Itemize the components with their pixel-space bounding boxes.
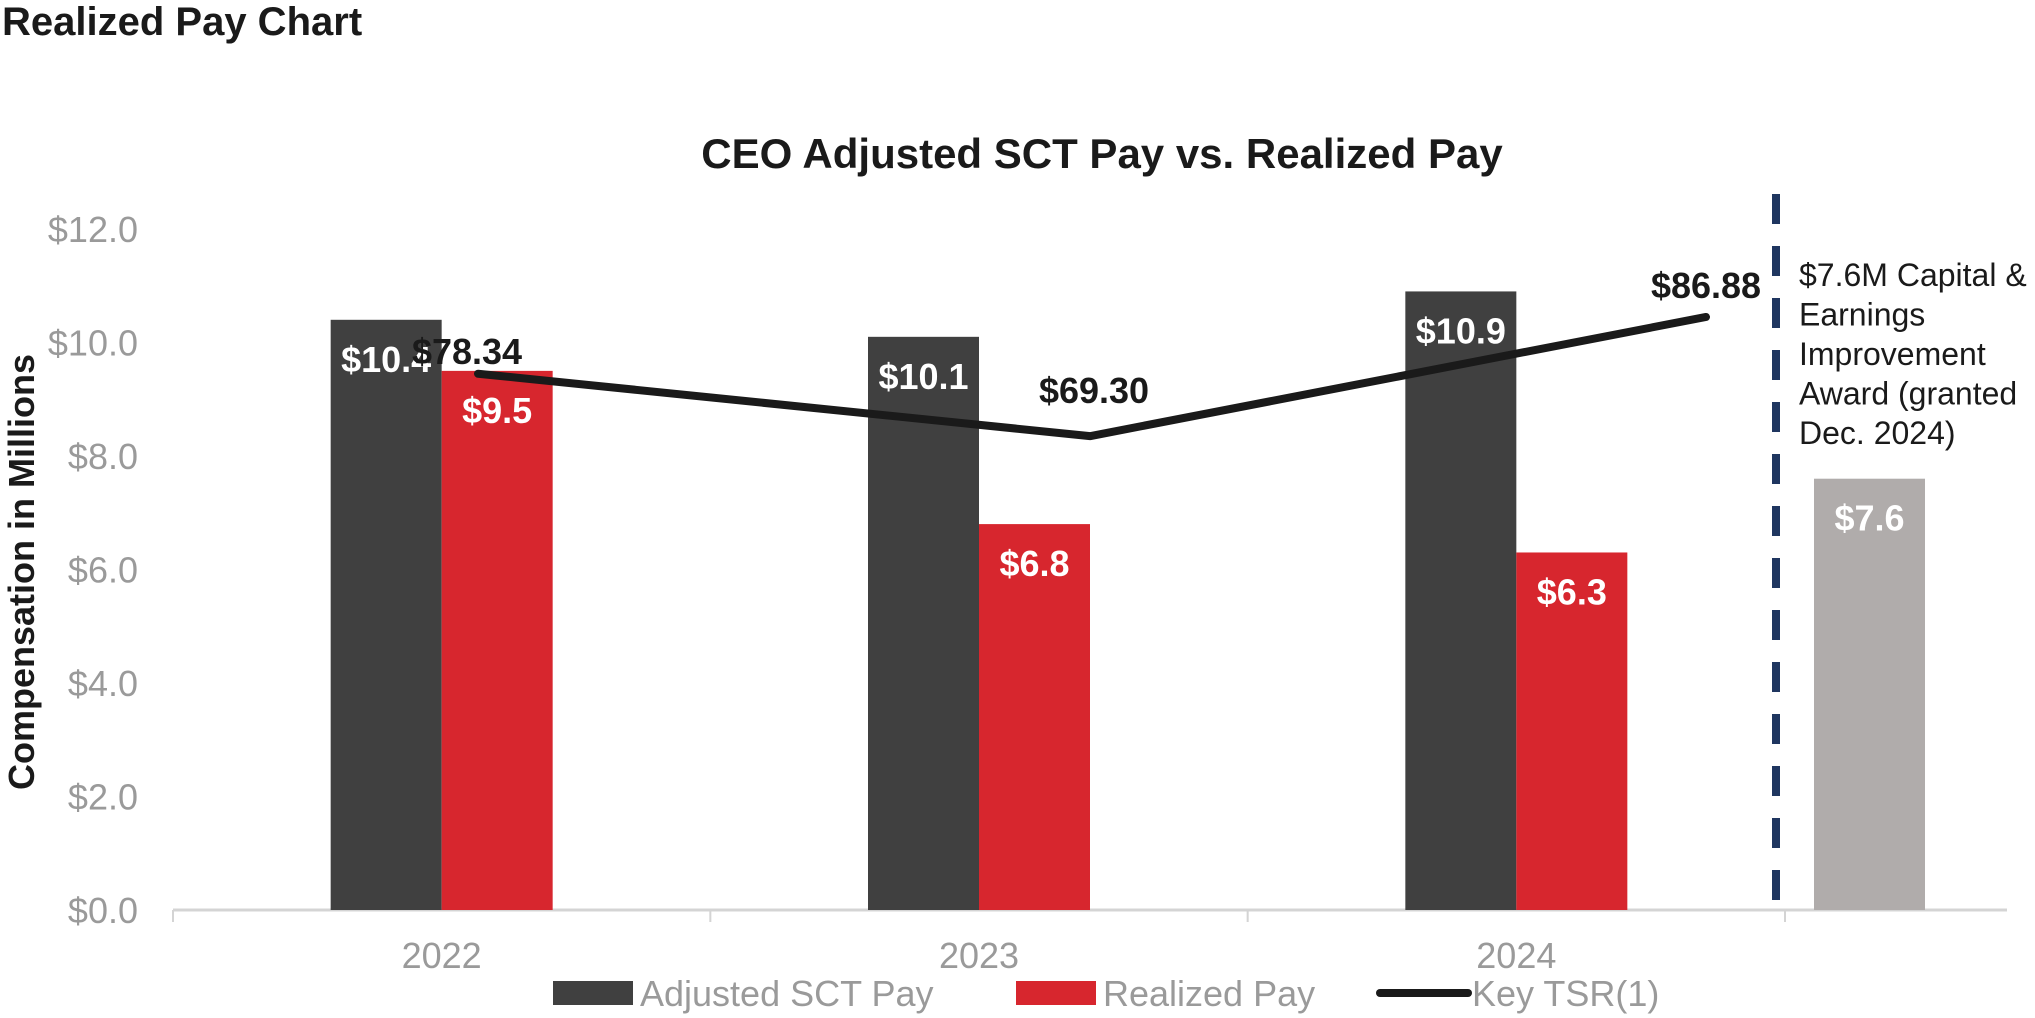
- y-tick-label: $0.0: [68, 890, 138, 931]
- x-axis: 2022 2023 2024: [172, 908, 2007, 976]
- tsr-value-label: $78.34: [412, 331, 522, 372]
- bar-value-label: $9.5: [462, 390, 532, 431]
- y-axis-label: Compensation in Millions: [1, 354, 42, 790]
- y-tick-label: $8.0: [68, 436, 138, 477]
- y-tick-label: $2.0: [68, 777, 138, 818]
- award-bar: [1814, 478, 1925, 910]
- award-annotation-line: Dec. 2024): [1799, 415, 1956, 451]
- bar: [1516, 552, 1628, 910]
- award-annotation-line: Award (granted: [1799, 376, 2017, 412]
- y-tick-label: $4.0: [68, 663, 138, 704]
- bar-value-label: $6.3: [1537, 571, 1607, 612]
- legend-swatch: [553, 981, 633, 1005]
- y-axis-ticks: $0.0 $2.0 $4.0 $6.0 $8.0 $10.0 $12.0: [48, 209, 138, 931]
- x-tick-label: 2024: [1476, 935, 1556, 976]
- bar: [868, 336, 979, 910]
- legend-label: Key TSR(1): [1472, 973, 1659, 1014]
- tsr-line: [474, 312, 1710, 441]
- award-bar-value-label: $7.6: [1834, 498, 1904, 539]
- x-tick-label: 2023: [939, 935, 1019, 976]
- tsr-line-series: $78.34 $69.30 $86.88: [412, 265, 1761, 441]
- y-tick-label: $6.0: [68, 550, 138, 591]
- legend-label: Adjusted SCT Pay: [640, 973, 933, 1014]
- bar-value-label: $10.4: [341, 339, 431, 380]
- bar: [441, 370, 553, 910]
- bar: [1405, 291, 1517, 910]
- bar-value-label: $10.9: [1416, 310, 1506, 351]
- bar: [330, 319, 442, 910]
- award-annotation-line: $7.6M Capital &: [1799, 257, 2027, 293]
- y-tick-label: $12.0: [48, 209, 138, 250]
- bar-value-label: $10.1: [878, 356, 968, 397]
- chart-title: CEO Adjusted SCT Pay vs. Realized Pay: [701, 130, 1503, 177]
- legend-swatch: [1016, 981, 1096, 1005]
- y-tick-label: $10.0: [48, 323, 138, 364]
- tsr-value-label: $86.88: [1651, 265, 1761, 306]
- x-tick-label: 2022: [402, 935, 482, 976]
- bar-value-label: $6.8: [999, 543, 1069, 584]
- legend: Adjusted SCT Pay Realized Pay Key TSR(1): [553, 973, 1659, 1014]
- page-title: Realized Pay Chart: [2, 0, 363, 44]
- tsr-value-label: $69.30: [1039, 370, 1149, 411]
- award-annotation-line: Improvement: [1799, 336, 1986, 372]
- legend-label: Realized Pay: [1103, 973, 1315, 1014]
- bar: [979, 524, 1090, 910]
- award-annotation-line: Earnings: [1799, 297, 1925, 333]
- bar-series: $10.4 $9.5 $10.1 $6.8 $10.9 $6.3: [330, 291, 1628, 910]
